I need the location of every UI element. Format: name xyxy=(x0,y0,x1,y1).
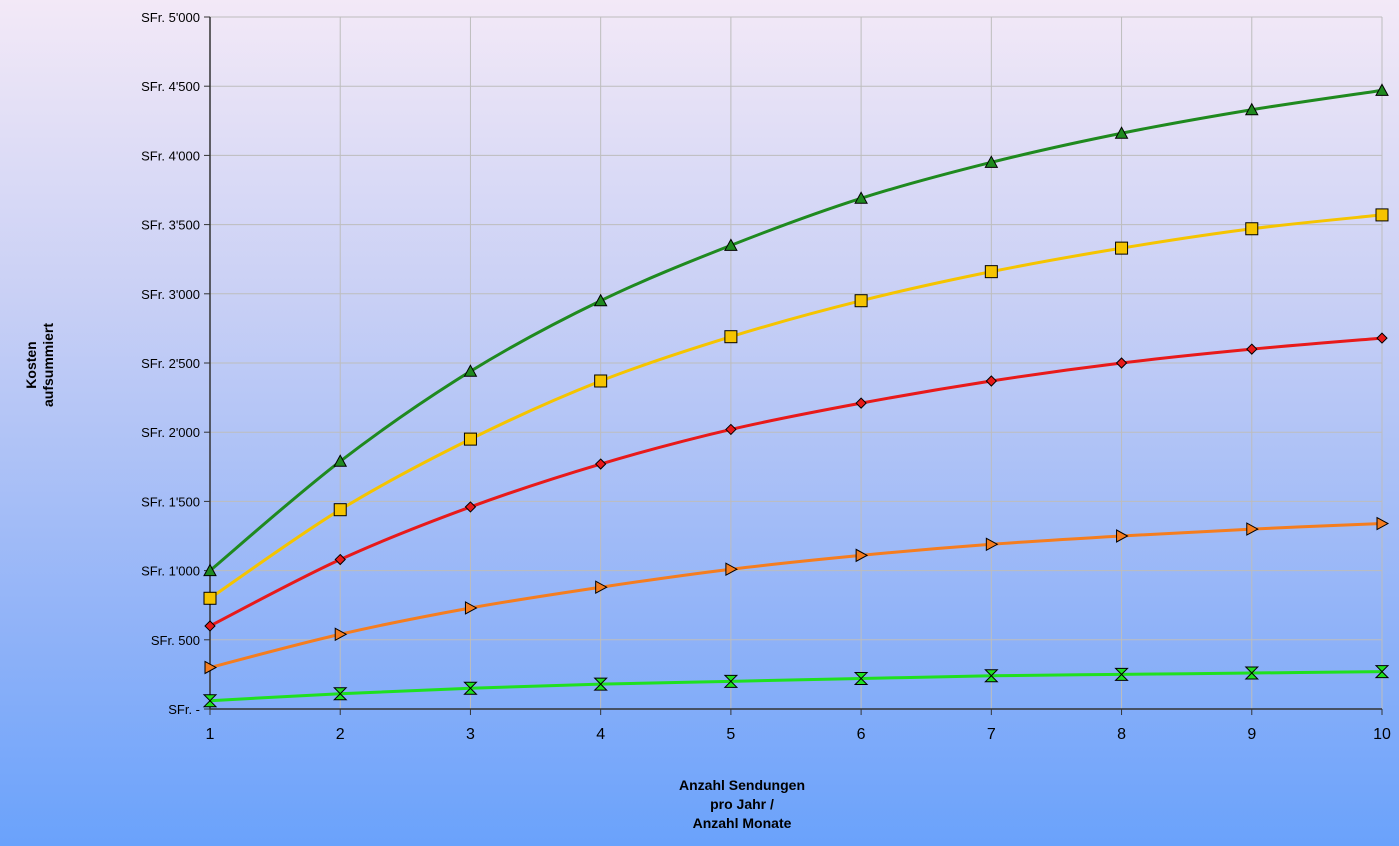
data-point-marker xyxy=(463,681,478,695)
tick-labels: SFr. - SFr. 500 SFr. 1'000 SFr. 1'500 SFr. 2… xyxy=(141,10,1391,743)
x-axis-title-line: Anzahl Monate xyxy=(693,815,792,831)
series-5 xyxy=(202,665,1390,708)
data-point-marker xyxy=(984,669,999,683)
y-tick-label: SFr. 1'000 xyxy=(141,564,200,579)
data-point-marker xyxy=(725,562,738,577)
grid-lines xyxy=(210,16,1383,709)
data-point-marker xyxy=(464,601,478,615)
x-axis-title-line: Anzahl Sendungen xyxy=(679,777,805,793)
data-point-marker xyxy=(1375,83,1389,96)
y-tick-label: SFr. - xyxy=(168,702,200,717)
data-point-marker xyxy=(593,293,608,307)
data-point-marker xyxy=(203,563,217,577)
x-tick-label: 5 xyxy=(726,726,735,743)
data-point-marker xyxy=(1376,332,1388,344)
series-line xyxy=(209,336,1383,628)
data-point-marker xyxy=(204,660,218,675)
data-point-marker xyxy=(854,191,868,204)
x-tick-label: 10 xyxy=(1373,726,1391,743)
x-tick-label: 2 xyxy=(336,726,345,743)
data-point-marker xyxy=(984,155,999,168)
data-point-marker xyxy=(854,294,868,308)
series-group xyxy=(202,83,1390,708)
data-point-marker xyxy=(1246,343,1258,355)
y-tick-label: SFr. 4'500 xyxy=(141,79,200,94)
series-1 xyxy=(203,83,1389,577)
data-point-marker xyxy=(1244,102,1259,116)
data-point-marker xyxy=(594,374,608,388)
data-point-marker xyxy=(204,620,216,632)
x-tick-label: 7 xyxy=(987,726,996,743)
data-point-marker xyxy=(333,687,348,701)
x-tick-label: 1 xyxy=(206,726,215,743)
y-axis-title: Kostenaufsummiert xyxy=(23,323,56,407)
data-point-marker xyxy=(202,694,218,708)
data-point-marker xyxy=(203,591,217,605)
data-point-marker xyxy=(985,375,998,387)
data-point-marker xyxy=(593,677,608,691)
data-point-marker xyxy=(595,580,608,595)
data-point-marker xyxy=(1245,222,1259,236)
data-point-marker xyxy=(1375,208,1389,222)
data-point-marker xyxy=(1374,665,1390,679)
x-axis-title-line: pro Jahr / xyxy=(710,796,774,812)
data-point-marker xyxy=(464,501,477,513)
y-tick-label: SFr. 500 xyxy=(151,633,200,648)
data-point-marker xyxy=(1246,522,1259,536)
x-axis-title: Anzahl Sendungen pro Jahr / Anzahl Monate xyxy=(679,777,805,831)
y-tick-label: SFr. 1'500 xyxy=(141,494,200,509)
data-point-marker xyxy=(984,265,998,279)
data-point-marker xyxy=(333,503,347,517)
y-tick-label: SFr. 3'000 xyxy=(141,287,200,302)
data-point-marker xyxy=(1114,667,1129,681)
data-point-marker xyxy=(1115,357,1128,369)
series-4 xyxy=(204,516,1390,675)
x-tick-label: 8 xyxy=(1117,726,1126,743)
x-tick-label: 9 xyxy=(1247,726,1256,743)
data-point-marker xyxy=(723,674,739,688)
series-3 xyxy=(204,332,1388,632)
data-point-marker xyxy=(853,672,869,686)
data-point-marker xyxy=(1116,529,1129,543)
y-tick-label: SFr. 4'000 xyxy=(141,148,200,163)
data-point-marker xyxy=(463,432,477,446)
data-point-marker xyxy=(725,423,737,436)
data-point-marker xyxy=(333,454,348,467)
y-axis-title-line: aufsummiert xyxy=(40,323,56,407)
data-point-marker xyxy=(855,397,867,409)
series-line xyxy=(209,88,1383,572)
y-tick-label: SFr. 2'500 xyxy=(141,356,200,371)
data-point-marker xyxy=(1114,126,1129,139)
x-tick-label: 3 xyxy=(466,726,475,743)
data-point-marker xyxy=(855,548,869,563)
data-point-marker xyxy=(1376,516,1390,531)
data-point-marker xyxy=(1244,666,1259,680)
axes xyxy=(204,16,1383,715)
x-tick-label: 6 xyxy=(857,726,866,743)
y-axis-title-text: Kostenaufsummiert xyxy=(23,323,56,407)
data-point-marker xyxy=(985,537,999,552)
data-point-marker xyxy=(334,627,348,642)
data-point-marker xyxy=(724,330,738,344)
series-line xyxy=(209,213,1383,600)
y-tick-label: SFr. 3'500 xyxy=(141,218,200,233)
series-2 xyxy=(203,208,1389,605)
y-tick-label: SFr. 2'000 xyxy=(141,425,200,440)
x-tick-label: 4 xyxy=(596,726,605,743)
series-line xyxy=(209,670,1383,703)
data-point-marker xyxy=(463,364,478,377)
data-point-marker xyxy=(1115,241,1129,255)
y-tick-label: SFr. 5'000 xyxy=(141,10,200,25)
data-point-marker xyxy=(594,458,607,470)
series-line xyxy=(209,522,1383,669)
y-axis-title-line: Kosten xyxy=(23,341,39,388)
data-point-marker xyxy=(334,553,346,566)
data-point-marker xyxy=(724,238,738,251)
